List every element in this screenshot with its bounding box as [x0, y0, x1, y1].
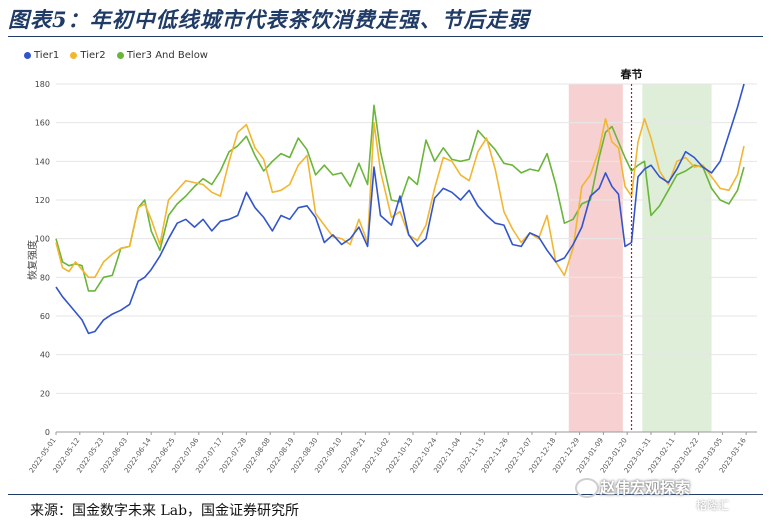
shaded-band-post [642, 84, 712, 432]
y-tick-label: 20 [40, 389, 50, 398]
legend-label-tier2: Tier2 [80, 50, 106, 61]
chart-legend: Tier1 Tier2 Tier3 And Below [24, 50, 216, 61]
y-tick-label: 0 [45, 428, 50, 437]
y-axis-label: 恢复强度 [26, 240, 39, 280]
watermark: 赵伟宏观探索 [600, 479, 691, 497]
legend-marker-tier3 [116, 51, 124, 59]
y-tick-label: 100 [35, 235, 50, 244]
legend-item-tier3: Tier3 And Below [116, 50, 208, 61]
y-tick-label: 80 [40, 273, 50, 282]
legend-item-tier2: Tier2 [70, 50, 106, 61]
footer-rule [8, 494, 763, 495]
series-line-tier3 [55, 104, 745, 292]
y-tick-label: 120 [35, 196, 50, 205]
y-tick-label: 140 [35, 157, 50, 166]
legend-marker-tier2 [70, 51, 78, 59]
legend-marker-tier1 [24, 51, 31, 59]
festival-label: 春节 [621, 67, 643, 81]
watermark-sub: 格隆汇 [696, 499, 729, 512]
legend-label-tier1: Tier1 [34, 50, 60, 61]
shaded-band-pre [568, 84, 623, 432]
series-line-tier1 [55, 83, 745, 335]
y-tick-label: 180 [35, 80, 50, 89]
y-tick-label: 160 [35, 119, 50, 128]
wechat-icon [575, 478, 599, 498]
legend-item-tier1: Tier1 [24, 50, 59, 61]
chart-title: 图表5：年初中低线城市代表茶饮消费走强、节后走弱 [8, 7, 530, 32]
y-tick-label: 60 [40, 312, 50, 321]
title-rule [8, 36, 763, 37]
y-tick-label: 40 [40, 351, 50, 360]
legend-label-tier3: Tier3 And Below [126, 50, 208, 61]
source-note: 来源：国金数字未来 Lab，国金证券研究所 [30, 503, 300, 519]
